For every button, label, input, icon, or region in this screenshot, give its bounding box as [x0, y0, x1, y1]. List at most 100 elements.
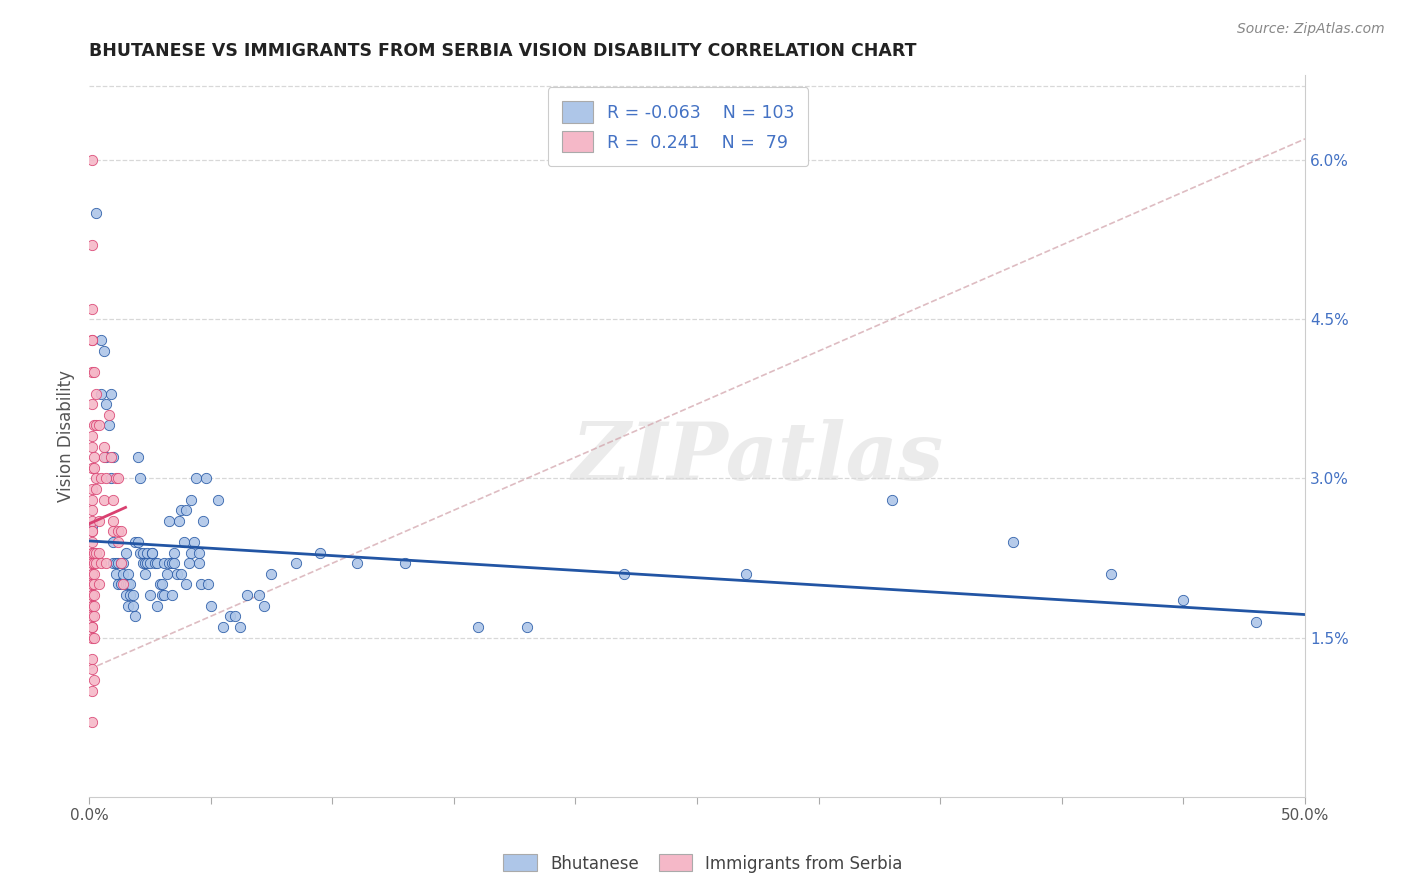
- Point: [107, 577, 129, 591]
- Point: [83, 566, 105, 581]
- Point: [131, 546, 153, 560]
- Point: [100, 471, 122, 485]
- Point: [83, 673, 105, 687]
- Point: [170, 503, 193, 517]
- Point: [80, 566, 103, 581]
- Point: [157, 514, 180, 528]
- Point: [80, 482, 103, 496]
- Point: [93, 450, 115, 465]
- Point: [207, 492, 229, 507]
- Point: [150, 588, 173, 602]
- Point: [163, 556, 186, 570]
- Point: [87, 577, 110, 591]
- Point: [107, 471, 129, 485]
- Point: [83, 588, 105, 602]
- Point: [211, 620, 233, 634]
- Point: [80, 503, 103, 517]
- Point: [83, 556, 105, 570]
- Point: [1173, 593, 1195, 607]
- Point: [1002, 535, 1025, 549]
- Point: [86, 418, 108, 433]
- Legend: Bhutanese, Immigrants from Serbia: Bhutanese, Immigrants from Serbia: [496, 847, 910, 880]
- Point: [117, 566, 139, 581]
- Point: [80, 683, 103, 698]
- Point: [167, 514, 190, 528]
- Point: [121, 599, 143, 613]
- Point: [93, 344, 115, 359]
- Point: [83, 609, 105, 624]
- Point: [734, 566, 756, 581]
- Point: [80, 460, 103, 475]
- Point: [260, 566, 283, 581]
- Point: [80, 620, 103, 634]
- Point: [87, 546, 110, 560]
- Point: [131, 556, 153, 570]
- Point: [139, 556, 162, 570]
- Point: [124, 609, 146, 624]
- Point: [83, 450, 105, 465]
- Point: [224, 609, 246, 624]
- Point: [80, 620, 103, 634]
- Point: [80, 715, 103, 730]
- Point: [150, 577, 173, 591]
- Point: [117, 599, 139, 613]
- Point: [110, 577, 132, 591]
- Point: [170, 566, 193, 581]
- Point: [93, 492, 115, 507]
- Point: [90, 471, 112, 485]
- Point: [229, 620, 252, 634]
- Point: [86, 546, 108, 560]
- Point: [90, 556, 112, 570]
- Point: [193, 514, 215, 528]
- Point: [183, 535, 205, 549]
- Point: [86, 206, 108, 220]
- Point: [177, 556, 200, 570]
- Point: [160, 588, 183, 602]
- Point: [80, 535, 103, 549]
- Point: [80, 588, 103, 602]
- Point: [104, 556, 127, 570]
- Point: [80, 556, 103, 570]
- Point: [112, 577, 135, 591]
- Point: [80, 599, 103, 613]
- Point: [80, 334, 103, 348]
- Point: [141, 546, 163, 560]
- Point: [100, 386, 122, 401]
- Point: [187, 546, 209, 560]
- Point: [94, 450, 117, 465]
- Point: [80, 631, 103, 645]
- Point: [127, 450, 149, 465]
- Point: [110, 524, 132, 539]
- Point: [880, 492, 903, 507]
- Point: [80, 153, 103, 167]
- Point: [110, 556, 132, 570]
- Point: [107, 524, 129, 539]
- Point: [83, 418, 105, 433]
- Point: [80, 519, 103, 533]
- Point: [86, 556, 108, 570]
- Point: [129, 546, 152, 560]
- Point: [80, 301, 103, 316]
- Point: [103, 524, 125, 539]
- Point: [180, 546, 202, 560]
- Point: [134, 556, 156, 570]
- Point: [86, 482, 108, 496]
- Point: [103, 556, 125, 570]
- Point: [176, 577, 198, 591]
- Legend: R = -0.063    N = 103, R =  0.241    N =  79: R = -0.063 N = 103, R = 0.241 N = 79: [548, 87, 808, 166]
- Point: [149, 577, 172, 591]
- Point: [107, 535, 129, 549]
- Point: [83, 365, 105, 379]
- Point: [80, 429, 103, 443]
- Point: [104, 566, 127, 581]
- Point: [114, 577, 136, 591]
- Point: [110, 556, 132, 570]
- Point: [80, 566, 103, 581]
- Point: [184, 471, 207, 485]
- Point: [160, 556, 183, 570]
- Point: [83, 546, 105, 560]
- Point: [190, 577, 212, 591]
- Point: [90, 334, 112, 348]
- Point: [180, 492, 202, 507]
- Point: [107, 556, 129, 570]
